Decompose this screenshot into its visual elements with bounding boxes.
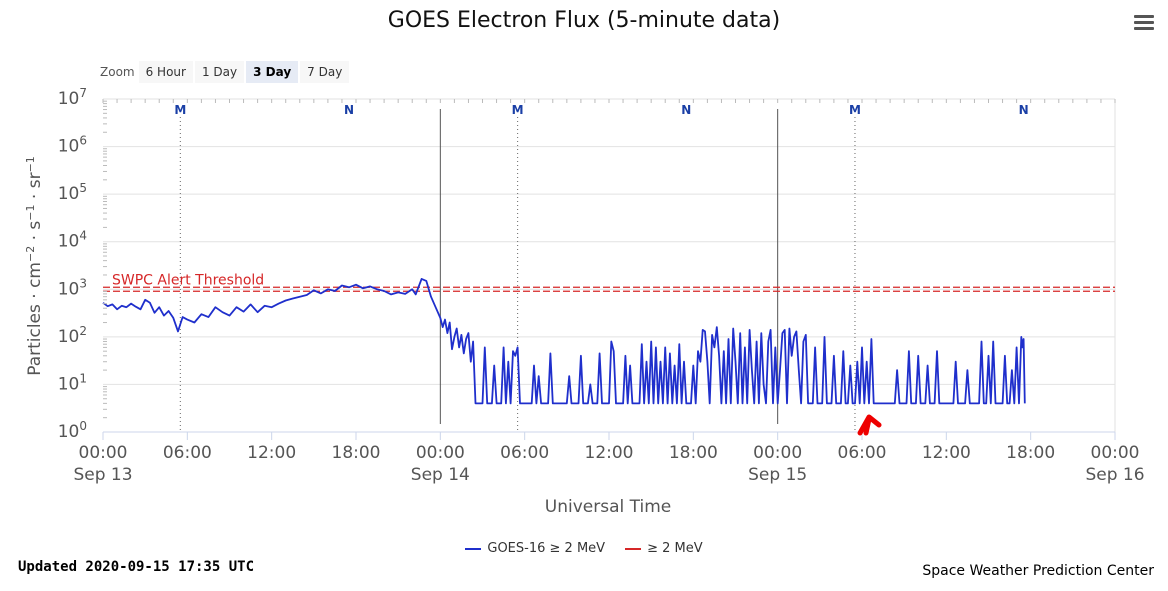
legend-item-goes16[interactable]: GOES-16 ≥ 2 MeV — [465, 541, 605, 556]
y-tick-label: 102 — [58, 324, 87, 347]
y-tick-label: 101 — [58, 371, 87, 394]
legend-swatch-blue — [465, 547, 482, 550]
y-tick-label: 103 — [58, 276, 87, 299]
x-tick-label: 18:00 — [1006, 443, 1055, 463]
y-tick-label: 107 — [58, 86, 87, 109]
x-tick-label: 12:00 — [247, 443, 296, 463]
zoom-bar: Zoom 6 Hour 1 Day 3 Day 7 Day — [100, 61, 351, 83]
legend-item-threshold[interactable]: ≥ 2 MeV — [625, 541, 703, 556]
x-tick-label: 12:00 — [922, 443, 971, 463]
zoom-3-day-button[interactable]: 3 Day — [246, 61, 299, 83]
updated-timestamp: Updated 2020-09-15 17:35 UTC — [18, 559, 255, 575]
y-axis-label-group: Particles · cm−2 · s−1 · sr−1 — [24, 156, 46, 376]
series-line — [102, 278, 1026, 405]
series — [102, 278, 1026, 405]
x-tick-date-label: Sep 14 — [411, 465, 470, 485]
y-tick-label: 104 — [58, 229, 87, 252]
y-tick-label: 106 — [58, 134, 87, 157]
x-tick-label: 18:00 — [332, 443, 381, 463]
zoom-1-day-button[interactable]: 1 Day — [194, 61, 245, 83]
marker-label: N — [1019, 103, 1029, 117]
x-tick-label: 06:00 — [163, 443, 212, 463]
zoom-label: Zoom — [100, 65, 135, 79]
marker-label: N — [681, 103, 691, 117]
marker-label: M — [849, 103, 861, 117]
x-tick-date-label: Sep 16 — [1085, 465, 1144, 485]
x-tick-label: 00:00 — [416, 443, 465, 463]
legend-label-goes16: GOES-16 ≥ 2 MeV — [487, 541, 606, 556]
y-tick-label: 100 — [58, 419, 87, 442]
x-tick-label: 00:00 — [753, 443, 802, 463]
marker-label: M — [174, 103, 186, 117]
zoom-6-hour-button[interactable]: 6 Hour — [138, 61, 193, 83]
legend-swatch-red — [625, 547, 642, 550]
x-tick-label: 12:00 — [585, 443, 634, 463]
marker-label: M — [512, 103, 524, 117]
y-tick-label: 105 — [58, 181, 87, 204]
x-tick-date-label: Sep 15 — [748, 465, 807, 485]
credit-text: Space Weather Prediction Center — [922, 563, 1154, 579]
x-tick-label: 00:00 — [79, 443, 128, 463]
hamburger-menu-icon[interactable] — [1134, 15, 1154, 33]
legend: GOES-16 ≥ 2 MeV ≥ 2 MeV — [0, 541, 1168, 556]
y-axis-label: Particles · cm−2 · s−1 · sr−1 — [24, 156, 46, 376]
x-tick-label: 06:00 — [838, 443, 887, 463]
chart-title: GOES Electron Flux (5-minute data) — [387, 8, 781, 33]
marker-label: N — [344, 103, 354, 117]
x-tick-label: 18:00 — [669, 443, 718, 463]
threshold-label: SWPC Alert Threshold — [112, 272, 264, 288]
x-tick-label: 00:00 — [1091, 443, 1140, 463]
annotation-arrow — [857, 414, 882, 436]
x-tick-date-label: Sep 13 — [73, 465, 132, 485]
x-axis-label: Universal Time — [545, 497, 671, 517]
threshold: SWPC Alert Threshold — [103, 272, 1115, 292]
legend-label-threshold: ≥ 2 MeV — [647, 541, 703, 556]
zoom-7-day-button[interactable]: 7 Day — [300, 61, 350, 83]
x-tick-label: 06:00 — [500, 443, 549, 463]
